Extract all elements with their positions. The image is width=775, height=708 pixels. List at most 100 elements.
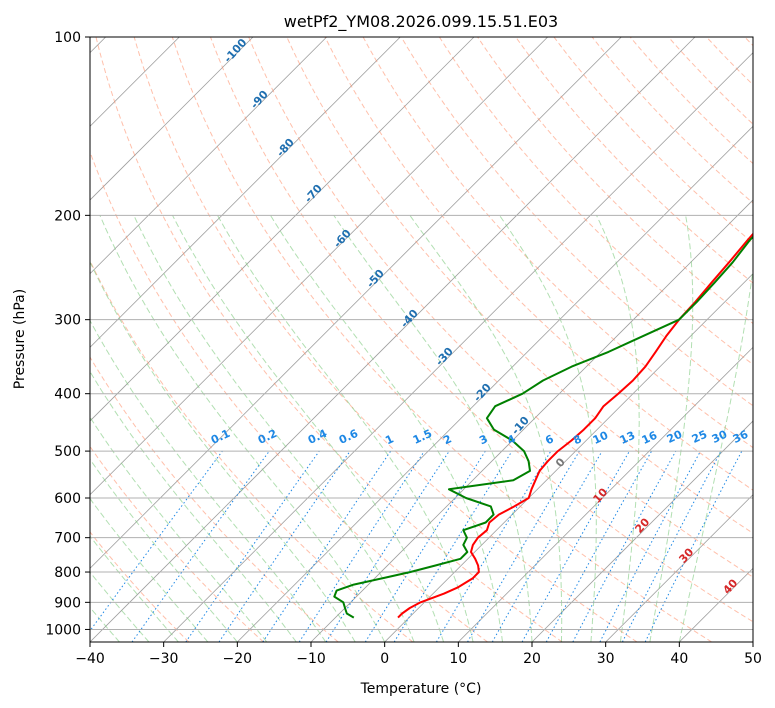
y-tick-label: 400 bbox=[54, 387, 81, 403]
mixing-ratio-line bbox=[572, 450, 677, 642]
moist-adiabat-line bbox=[90, 571, 150, 642]
temperature-profile-line bbox=[397, 232, 753, 619]
dry-adiabat-line bbox=[400, 37, 753, 407]
mixing-ratio-line bbox=[545, 450, 653, 642]
isotherm-line bbox=[90, 37, 254, 201]
dry-adiabat-line bbox=[171, 37, 712, 642]
isotherm-line bbox=[163, 52, 753, 642]
mixing-ratio-line bbox=[393, 450, 513, 642]
mixing-ratio-line bbox=[131, 450, 270, 642]
isotherm-line bbox=[237, 125, 753, 642]
mixing-ratio-line bbox=[90, 450, 223, 632]
isotherm-line bbox=[90, 37, 475, 422]
dry-adiabat-line bbox=[477, 37, 753, 325]
moist-adiabat-line bbox=[172, 215, 445, 642]
mixing-ratio-line bbox=[218, 450, 351, 642]
dry-adiabat-line bbox=[210, 37, 753, 623]
isotherm-line bbox=[90, 37, 622, 569]
mixing-ratio-label: 20 bbox=[665, 428, 685, 446]
mixing-ratio-label: 36 bbox=[731, 428, 751, 446]
plot-frame bbox=[89, 36, 754, 643]
mixing-ratio-label: 10 bbox=[591, 429, 611, 447]
mixing-ratio-line bbox=[185, 450, 320, 642]
moist-adiabat-line bbox=[133, 215, 415, 642]
y-tick-label: 300 bbox=[54, 313, 81, 329]
x-tick-label: 40 bbox=[670, 651, 688, 667]
x-tick-label: 10 bbox=[449, 651, 467, 667]
y-tick-label: 1000 bbox=[45, 622, 81, 638]
moist-adiabat-line bbox=[90, 416, 268, 642]
plot-background bbox=[90, 37, 753, 642]
moist-adiabat-line bbox=[596, 215, 640, 642]
y-tick-label: 500 bbox=[54, 444, 81, 460]
x-tick-label: −30 bbox=[149, 651, 179, 667]
dry-adiabat-line bbox=[90, 531, 190, 642]
y-tick-label: 600 bbox=[54, 491, 81, 507]
isotherm-line bbox=[531, 420, 753, 642]
dry-adiabat-line bbox=[90, 259, 414, 642]
x-axis-label: Temperature (°C) bbox=[360, 681, 482, 697]
y-axis-ticks: 100 200 300 400 500 600 700 800 900 1000 bbox=[45, 30, 90, 638]
x-tick-label: −40 bbox=[75, 651, 105, 667]
mixing-ratio-line bbox=[325, 450, 450, 642]
dry-adiabat-line bbox=[438, 37, 753, 366]
moist-adiabat-line bbox=[90, 497, 209, 642]
moist-adiabat-line bbox=[90, 260, 356, 642]
x-tick-label: 50 bbox=[744, 651, 762, 667]
mixing-ratio-line bbox=[435, 450, 552, 642]
moist-adiabat-line bbox=[678, 265, 753, 642]
moist-adiabat-line bbox=[270, 215, 503, 642]
moist-adiabat-line bbox=[90, 370, 297, 642]
moist-adiabat-line bbox=[649, 215, 694, 642]
isotherm-line bbox=[384, 273, 753, 642]
x-axis-ticks: −40 −30 −20 −10 0 10 20 30 40 50 bbox=[75, 642, 762, 667]
mixing-ratio-label: 13 bbox=[618, 429, 637, 447]
isotherm-line bbox=[90, 37, 327, 275]
y-tick-label: 700 bbox=[54, 531, 81, 547]
dry-adiabat-line bbox=[90, 150, 488, 642]
dry-adiabat-line bbox=[286, 37, 753, 534]
mixing-ratio-label: 25 bbox=[690, 428, 709, 446]
isotherm-line bbox=[605, 494, 753, 642]
y-axis-label: Pressure (hPa) bbox=[12, 289, 28, 389]
moist-adiabat-line bbox=[90, 319, 327, 642]
moist-adiabat-line bbox=[409, 215, 563, 642]
dry-adiabat-line bbox=[591, 37, 753, 204]
x-tick-label: 20 bbox=[523, 651, 541, 667]
x-tick-label: 0 bbox=[380, 651, 389, 667]
moist-adiabat-line bbox=[499, 215, 597, 642]
dry-adiabat-line bbox=[248, 37, 753, 578]
isotherm-line bbox=[90, 37, 548, 496]
x-tick-label: −20 bbox=[223, 651, 253, 667]
dry-adiabat-line bbox=[95, 37, 563, 642]
pressure-gridlines bbox=[90, 37, 753, 630]
mixing-ratio-label: 16 bbox=[640, 429, 660, 447]
dry-adiabat-line bbox=[133, 37, 638, 642]
mixing-ratio-line bbox=[364, 450, 486, 642]
mixing-ratio-line bbox=[467, 450, 580, 642]
dry-adiabat-line bbox=[553, 37, 753, 244]
y-tick-label: 100 bbox=[54, 30, 81, 46]
moist-adiabat-line bbox=[90, 458, 238, 642]
dry-adiabat-line bbox=[324, 37, 753, 491]
dry-adiabat-line bbox=[90, 356, 339, 642]
x-tick-label: 30 bbox=[597, 651, 615, 667]
y-tick-label: 800 bbox=[54, 565, 81, 581]
mixing-ratio-label: 30 bbox=[710, 428, 730, 446]
dry-adiabat-line bbox=[362, 37, 753, 449]
y-tick-label: 900 bbox=[54, 595, 81, 611]
dewpoint-profile-line bbox=[333, 235, 753, 619]
isotherm-line bbox=[752, 641, 753, 642]
mixing-ratio-line bbox=[521, 450, 630, 642]
background-lines bbox=[90, 37, 753, 642]
y-tick-label: 200 bbox=[54, 208, 81, 224]
profiles bbox=[333, 232, 753, 619]
chart-title: wetPf2_YM08.2026.099.15.51.E03 bbox=[284, 12, 558, 32]
isotherm-line bbox=[90, 37, 401, 348]
x-tick-label: −10 bbox=[296, 651, 326, 667]
moist-adiabat-line bbox=[90, 535, 179, 642]
mixing-ratio-line bbox=[491, 450, 603, 642]
isotherm-line bbox=[90, 37, 696, 642]
moist-adiabat-line bbox=[217, 215, 474, 642]
